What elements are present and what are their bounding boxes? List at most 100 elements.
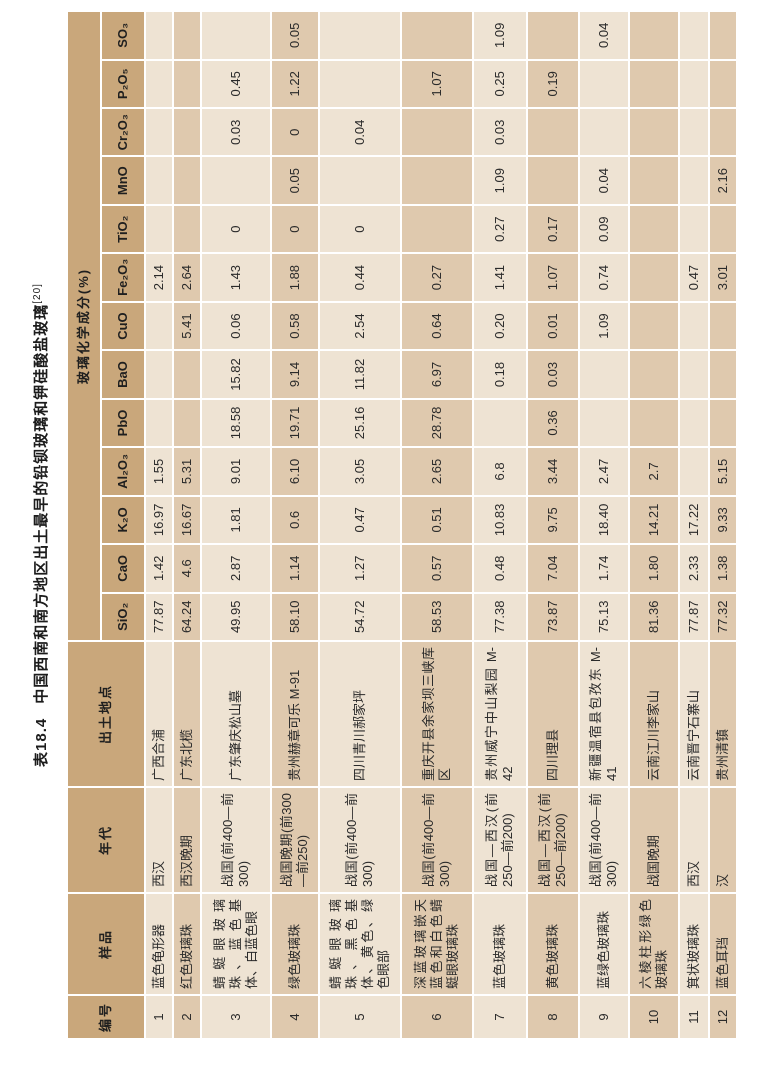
table-title-text: 中国西南和南方地区出土最早的铅钡玻璃和钾硅酸盐玻璃: [33, 303, 50, 704]
cell-value: 1.07: [402, 60, 472, 108]
cell-sample: 蜻蜓眼玻璃珠、黑色基体、黄色、绿色眼部: [320, 894, 400, 994]
cell-era: 西汉: [680, 788, 708, 892]
table-row: 10 六棱柱形绿色玻璃珠 战国晚期 云南江川李家山 81.36 1.80 14.21 2.7: [630, 12, 678, 1038]
cell-value: 0.04: [580, 12, 628, 59]
cell-value: [710, 12, 736, 59]
cell-value: 81.36: [630, 593, 678, 640]
cell-value: 0.58: [272, 302, 318, 350]
col-header-site: 出土地点: [68, 642, 144, 786]
cell-value: [580, 399, 628, 447]
cell-era: 战国(前400—前300): [402, 788, 472, 892]
cell-value: 2.33: [680, 545, 708, 592]
cell-value: 0.03: [528, 351, 578, 398]
cell-site: 云南晋宁石寨山: [680, 642, 708, 786]
cell-value: 0.45: [202, 60, 270, 108]
col-header-component: PbO: [102, 399, 144, 447]
col-header-id: 编号: [68, 996, 144, 1038]
cell-value: [680, 351, 708, 398]
cell-value: 10.83: [474, 496, 526, 544]
cell-value: [710, 60, 736, 108]
cell-value: 73.87: [528, 593, 578, 640]
cell-era: 战国晚期: [630, 788, 678, 892]
cell-value: 0.05: [272, 12, 318, 59]
table-row: 5 蜻蜓眼玻璃珠、黑色基体、黄色、绿色眼部 战国(前400—前300) 四川青川郝家坪…: [320, 12, 400, 1038]
table-row: 4 绿色玻璃珠 战国晚期(前300—前250) 贵州赫章可乐 M-91 58.10 1.1…: [272, 12, 318, 1038]
cell-value: 0: [320, 205, 400, 253]
cell-value: 1.74: [580, 545, 628, 592]
cell-site: 贵州清镇: [710, 642, 736, 786]
cell-id: 8: [528, 996, 578, 1038]
cell-id: 7: [474, 996, 526, 1038]
cell-value: [174, 205, 200, 253]
cell-value: [710, 302, 736, 350]
cell-id: 9: [580, 996, 628, 1038]
cell-value: 1.14: [272, 545, 318, 592]
cell-value: 6.97: [402, 351, 472, 398]
cell-id: 4: [272, 996, 318, 1038]
cell-value: 9.75: [528, 496, 578, 544]
cell-site: 云南江川李家山: [630, 642, 678, 786]
cell-value: [202, 157, 270, 204]
cell-value: 1.41: [474, 254, 526, 301]
cell-value: 15.82: [202, 351, 270, 398]
cell-value: 64.24: [174, 593, 200, 640]
table-row: 9 蓝绿色玻璃珠 战国(前400—前300) 新疆温宿县包孜东 M-41 75.13 1.…: [580, 12, 628, 1038]
cell-value: 18.40: [580, 496, 628, 544]
col-header-component: BaO: [102, 351, 144, 398]
cell-era: 西汉: [146, 788, 172, 892]
cell-site: 新疆温宿县包孜东 M-41: [580, 642, 628, 786]
cell-era: 战国(前400—前300): [320, 788, 400, 892]
cell-value: 77.32: [710, 593, 736, 640]
col-header-composition-group: 玻璃化学成分(%): [68, 12, 100, 640]
col-header-component: SO₃: [102, 12, 144, 59]
cell-value: [680, 399, 708, 447]
cell-value: [680, 60, 708, 108]
cell-id: 3: [202, 996, 270, 1038]
cell-value: [630, 12, 678, 59]
cell-site: 广东肇庆松山墓: [202, 642, 270, 786]
cell-value: 1.81: [202, 496, 270, 544]
cell-value: 0.48: [474, 545, 526, 592]
cell-value: 58.10: [272, 593, 318, 640]
cell-value: [630, 60, 678, 108]
col-header-component: MnO: [102, 157, 144, 204]
cell-value: 0.27: [474, 205, 526, 253]
cell-site: 四川理县: [528, 642, 578, 786]
cell-value: 0.19: [528, 60, 578, 108]
cell-site: 广西合浦: [146, 642, 172, 786]
cell-value: 1.09: [580, 302, 628, 350]
cell-sample: 蓝色玻璃珠: [474, 894, 526, 994]
cell-value: 0.01: [528, 302, 578, 350]
cell-value: 1.22: [272, 60, 318, 108]
cell-site: 贵州威宁中山梨园 M-42: [474, 642, 526, 786]
cell-era: 战国晚期(前300—前250): [272, 788, 318, 892]
cell-value: 1.09: [474, 157, 526, 204]
cell-value: 17.22: [680, 496, 708, 544]
cell-value: [630, 109, 678, 156]
cell-value: [402, 12, 472, 59]
col-header-component: SiO₂: [102, 593, 144, 640]
cell-value: 2.7: [630, 448, 678, 495]
cell-value: [630, 399, 678, 447]
cell-value: 7.04: [528, 545, 578, 592]
table-title: 表18.4 中国西南和南方地区出土最早的铅钡玻璃和钾硅酸盐玻璃[20]: [30, 10, 66, 1040]
cell-value: 0.6: [272, 496, 318, 544]
cell-value: 0.47: [680, 254, 708, 301]
cell-value: [146, 302, 172, 350]
table-body: 1 蓝色龟形器 西汉 广西合浦 77.87 1.42 16.97 1.55 2.14 2 红色玻璃珠…: [146, 12, 736, 1038]
cell-sample: 蓝色龟形器: [146, 894, 172, 994]
cell-era: 战国—西汉(前250—前200): [474, 788, 526, 892]
cell-value: 77.87: [146, 593, 172, 640]
table-number: 表18.4: [33, 717, 50, 767]
cell-value: [146, 12, 172, 59]
cell-value: 1.09: [474, 12, 526, 59]
cell-value: [630, 302, 678, 350]
cell-value: 16.67: [174, 496, 200, 544]
cell-value: 0.64: [402, 302, 472, 350]
cell-value: 6.10: [272, 448, 318, 495]
cell-value: 2.64: [174, 254, 200, 301]
cell-value: 3.01: [710, 254, 736, 301]
cell-value: 19.71: [272, 399, 318, 447]
cell-value: 0.05: [272, 157, 318, 204]
